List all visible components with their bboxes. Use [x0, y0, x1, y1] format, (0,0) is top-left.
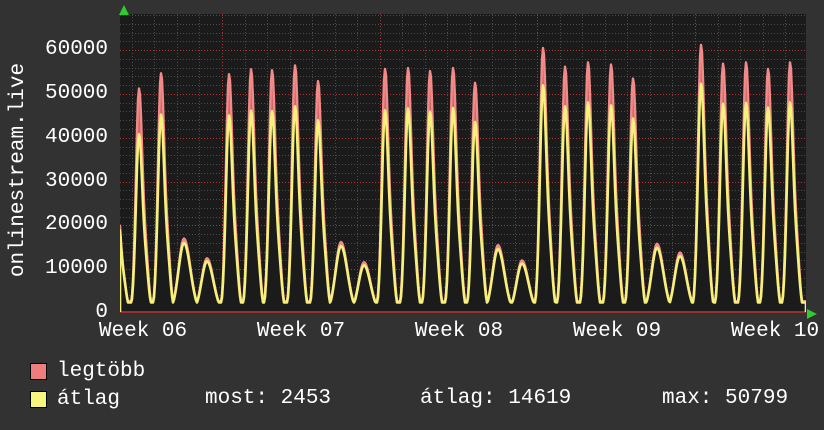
y-tick-label-50000: 50000	[44, 81, 108, 105]
x-tick-label-week-08: Week 08	[414, 320, 504, 343]
legend-label-max: legtöbb	[57, 360, 146, 383]
y-tick-label-10000: 10000	[44, 257, 108, 281]
stat-atlag-value: 14619	[508, 387, 572, 410]
legend-label-avg: átlag	[57, 388, 121, 411]
stat-most-label: most:	[205, 387, 269, 410]
stat-max-label: max:	[662, 387, 713, 410]
y-axis-arrow-icon	[119, 5, 129, 15]
x-tick-label-week-07: Week 07	[256, 320, 346, 343]
y-tick-label-30000: 30000	[44, 169, 108, 193]
stat-most: most: 2453	[205, 387, 331, 411]
legend-swatch-avg	[30, 391, 47, 408]
y-tick-label-40000: 40000	[44, 125, 108, 149]
plot-area	[118, 14, 808, 315]
legend-swatch-max	[30, 363, 47, 380]
chart-plot	[118, 14, 808, 315]
stat-max: max: 50799	[662, 387, 788, 411]
x-axis-arrow-icon	[807, 309, 817, 319]
y-tick-label-20000: 20000	[44, 213, 108, 237]
stat-most-value: 2453	[280, 387, 332, 410]
stat-atlag: átlag: 14619	[420, 387, 571, 411]
y-tick-label-60000: 60000	[44, 38, 108, 62]
x-tick-label-week-10: Week 10	[730, 320, 820, 343]
x-tick-label-week-09: Week 09	[572, 320, 662, 343]
y-tick-label-0: 0	[95, 301, 108, 324]
series-avg-atlag	[118, 82, 808, 315]
stat-max-value: 50799	[725, 387, 789, 410]
stat-atlag-label: átlag:	[420, 387, 496, 410]
x-tick-label-week-06: Week 06	[98, 320, 188, 343]
